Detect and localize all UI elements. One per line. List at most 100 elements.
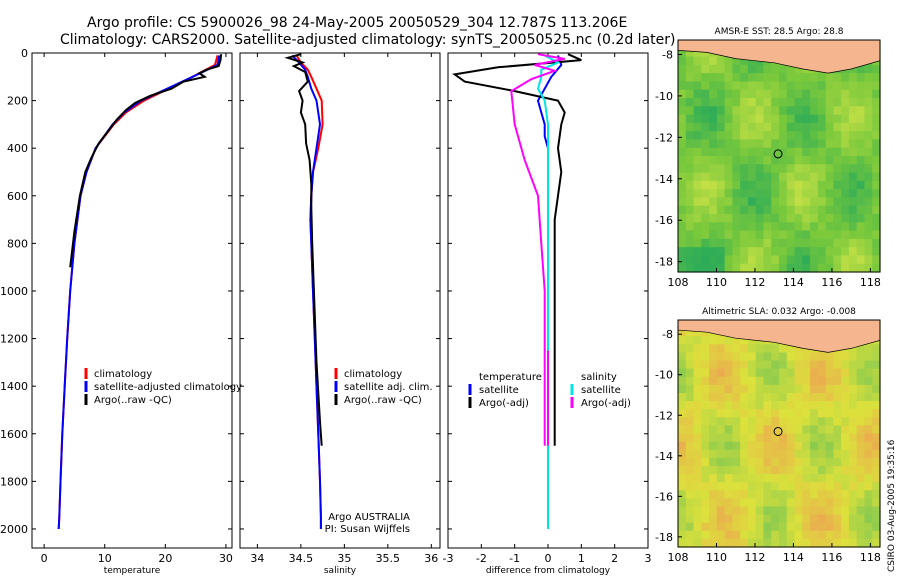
map-cell — [740, 457, 749, 467]
map-cell — [817, 474, 827, 483]
map-cell — [678, 238, 687, 248]
map-cell — [755, 156, 765, 165]
x-tick-label: 0 — [545, 552, 552, 565]
map-cell — [771, 172, 780, 182]
map-cell — [841, 498, 850, 508]
map-cell — [833, 247, 842, 257]
map-cell — [740, 409, 749, 418]
map-cell — [740, 465, 749, 475]
map-cell — [685, 81, 695, 91]
map-cell — [794, 106, 803, 116]
map-cell — [802, 425, 811, 435]
map-cell — [763, 180, 772, 190]
map-cell — [841, 131, 850, 141]
map-cell — [794, 180, 803, 190]
map-cell — [848, 230, 858, 240]
map-cell — [864, 172, 873, 182]
map-cell — [709, 180, 718, 190]
map-cell — [817, 368, 827, 378]
map-cell — [740, 474, 749, 483]
plot-frame — [239, 52, 441, 549]
map-cell — [709, 106, 718, 116]
map-cell — [678, 449, 687, 459]
map-cell — [872, 360, 881, 370]
map-cell — [817, 255, 827, 265]
map-cell — [810, 230, 819, 240]
map-cell — [747, 417, 757, 426]
map-cell — [872, 368, 881, 378]
map-cell — [701, 449, 710, 459]
x-tick-label: 20 — [158, 552, 172, 565]
map-cell — [856, 522, 866, 532]
map-cell — [740, 449, 749, 459]
map-cell — [848, 344, 858, 354]
map-cell — [747, 89, 757, 99]
map-cell — [771, 409, 780, 418]
map-cell — [786, 506, 796, 516]
x-tick-label: 108 — [668, 551, 689, 564]
map-cell — [825, 441, 834, 451]
map-cell — [848, 352, 858, 362]
map-cell — [794, 255, 803, 265]
map-cell — [678, 522, 687, 532]
map-cell — [848, 238, 858, 248]
map-cell — [856, 417, 866, 426]
map-cell — [709, 449, 718, 459]
map-cell — [740, 114, 749, 124]
map-cell — [747, 522, 757, 532]
map-cell — [802, 106, 811, 116]
map-cell — [802, 409, 811, 418]
map-cell — [732, 514, 741, 524]
map-cell — [810, 197, 819, 207]
map-cell — [864, 222, 873, 232]
map-cell — [701, 205, 710, 215]
map-cell — [833, 214, 842, 223]
map-cell — [732, 106, 741, 116]
map-cell — [833, 352, 842, 362]
map-cell — [755, 263, 765, 273]
map-cell — [693, 131, 702, 141]
map-cell — [732, 360, 741, 370]
map-cell — [810, 255, 819, 265]
map-cell — [825, 222, 834, 232]
map-cell — [872, 465, 881, 475]
map-cell — [825, 114, 834, 124]
map-cell — [848, 522, 858, 532]
map-cell — [802, 189, 811, 199]
map-cell — [716, 81, 726, 91]
map-cell — [872, 538, 881, 548]
map-cell — [817, 441, 827, 451]
map-cell — [779, 263, 788, 273]
map-cell — [678, 514, 687, 524]
map-cell — [709, 441, 718, 451]
map-cell — [786, 514, 796, 524]
map-cell — [678, 425, 687, 435]
map-cell — [810, 449, 819, 459]
map-frame — [677, 319, 881, 548]
y-tick-label: -14 — [655, 173, 673, 186]
map-cell — [794, 164, 803, 174]
map-cell — [872, 376, 881, 386]
map-cell — [786, 368, 796, 378]
map-cell — [755, 409, 765, 418]
map-cell — [747, 147, 757, 157]
map-cell — [841, 114, 850, 124]
map-cell — [732, 172, 741, 182]
map-cell — [709, 384, 718, 394]
map-cell — [747, 214, 757, 223]
map-cell — [841, 263, 850, 273]
x-tick-label: 2 — [611, 552, 618, 565]
map-cell — [747, 384, 757, 394]
map-cell — [794, 98, 803, 107]
map-cell — [825, 352, 834, 362]
map-cell — [802, 522, 811, 532]
map-cell — [833, 122, 842, 132]
map-cell — [732, 384, 741, 394]
map-cell — [685, 56, 695, 66]
map-cell — [678, 474, 687, 483]
map-cell — [848, 180, 858, 190]
map-cell — [856, 98, 866, 107]
map-cell — [678, 360, 687, 370]
map-cell — [802, 164, 811, 174]
map-cell — [755, 376, 765, 386]
